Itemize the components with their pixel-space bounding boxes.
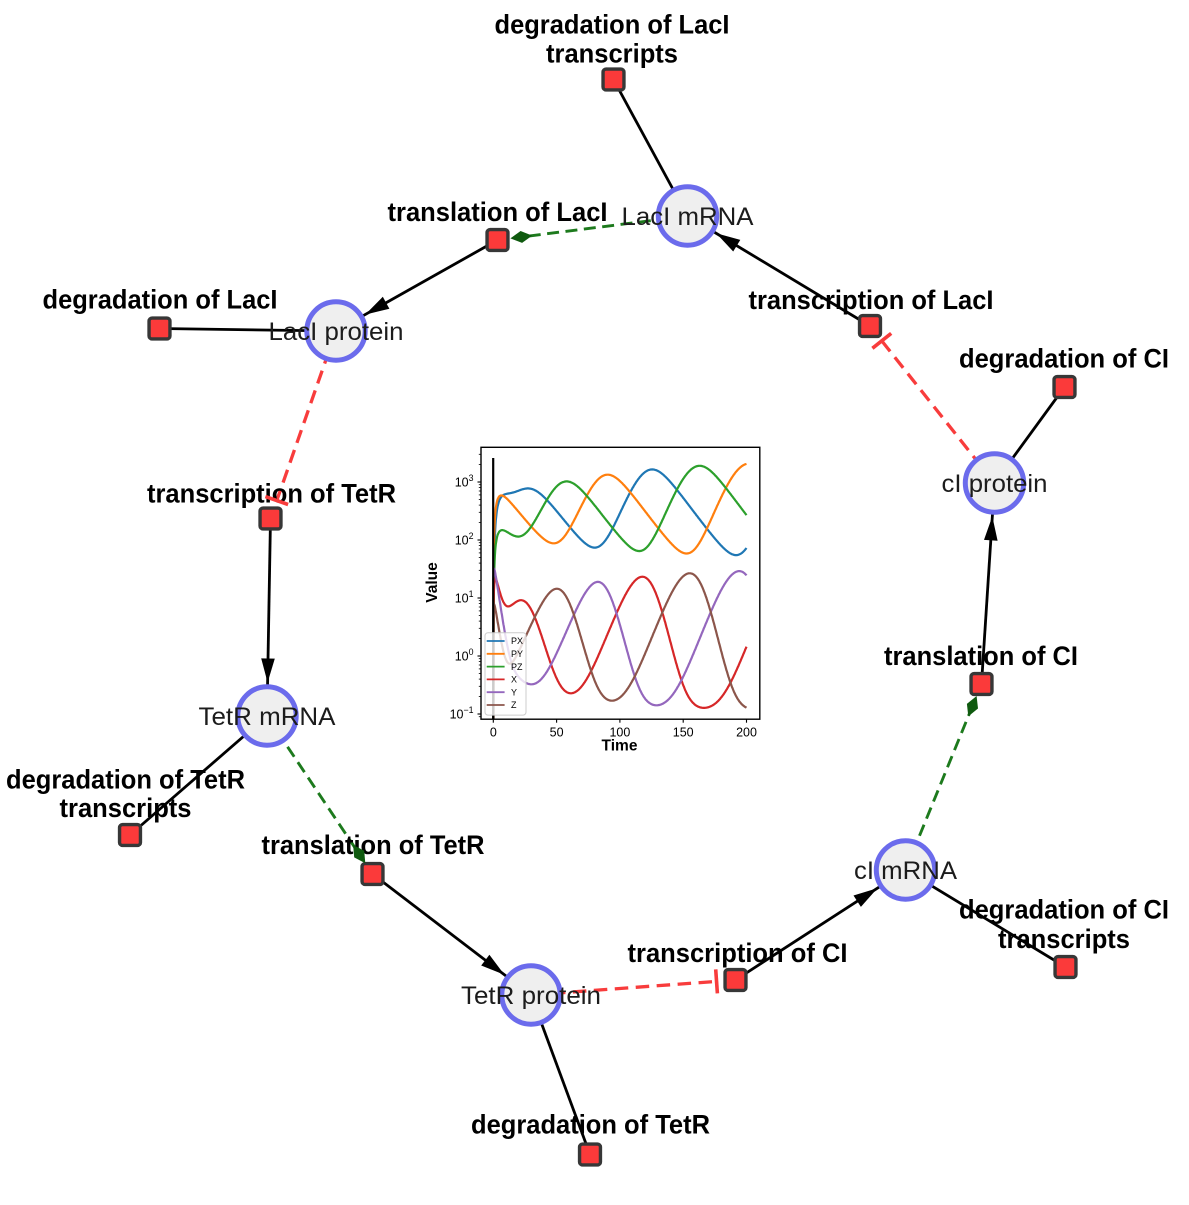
svg-text:transcripts: transcripts [998, 924, 1130, 954]
svg-text:0: 0 [490, 726, 497, 740]
svg-text:transcription of CI: transcription of CI [628, 938, 848, 968]
svg-text:150: 150 [673, 726, 694, 740]
svg-text:cI protein: cI protein [942, 470, 1048, 498]
svg-text:degradation of LacI: degradation of LacI [43, 285, 278, 315]
svg-text:Value: Value [424, 562, 441, 603]
svg-text:degradation of TetR: degradation of TetR [471, 1109, 710, 1139]
svg-text:degradation of TetR: degradation of TetR [6, 764, 245, 794]
svg-text:Time: Time [602, 738, 638, 755]
svg-text:PZ: PZ [511, 662, 523, 672]
svg-text:cI mRNA: cI mRNA [854, 857, 957, 885]
svg-text:100: 100 [609, 726, 630, 740]
svg-text:transcripts: transcripts [60, 793, 192, 823]
svg-text:degradation of CI: degradation of CI [959, 895, 1169, 925]
svg-text:degradation of CI: degradation of CI [959, 343, 1169, 373]
svg-text:transcripts: transcripts [546, 38, 678, 68]
svg-text:transcription of LacI: transcription of LacI [749, 285, 994, 315]
svg-text:PY: PY [511, 649, 523, 659]
svg-text:Z: Z [511, 700, 517, 710]
svg-text:50: 50 [550, 726, 564, 740]
svg-text:X: X [511, 675, 517, 685]
svg-text:translation of CI: translation of CI [884, 641, 1078, 671]
svg-text:Y: Y [511, 687, 517, 697]
svg-text:translation of TetR: translation of TetR [262, 830, 485, 860]
svg-text:degradation of LacI: degradation of LacI [495, 10, 730, 40]
svg-text:TetR mRNA: TetR mRNA [199, 703, 336, 731]
svg-text:LacI protein: LacI protein [269, 318, 404, 346]
svg-text:translation of LacI: translation of LacI [388, 197, 608, 227]
svg-text:LacI mRNA: LacI mRNA [622, 203, 754, 231]
svg-text:200: 200 [736, 726, 757, 740]
svg-text:PX: PX [511, 636, 523, 646]
svg-text:transcription of TetR: transcription of TetR [147, 478, 396, 508]
svg-text:TetR protein: TetR protein [461, 982, 601, 1010]
